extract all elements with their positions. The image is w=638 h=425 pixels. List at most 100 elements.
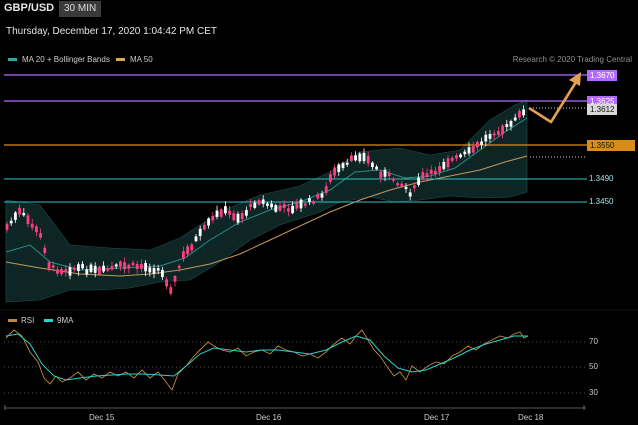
candle-body <box>345 162 349 165</box>
candle-body <box>450 157 454 161</box>
candle-body <box>488 134 492 139</box>
candle-body <box>131 262 135 266</box>
rsi-level-30-label: 30 <box>589 388 598 397</box>
candle-body <box>476 141 479 148</box>
ma50-line <box>5 155 528 277</box>
candle-body <box>438 166 441 173</box>
candle-body <box>156 268 160 271</box>
candle-body <box>144 262 147 272</box>
candle-body <box>324 186 328 193</box>
candle-body <box>316 194 320 199</box>
legend-swatch <box>44 319 53 323</box>
legend-label: 9MA <box>57 316 74 325</box>
legend-swatch <box>8 319 17 323</box>
candle-body <box>249 203 252 207</box>
support-1-label: 1.3490 <box>589 174 614 183</box>
candle-body <box>408 192 412 197</box>
candle-body <box>51 265 55 268</box>
candle-body <box>467 147 471 154</box>
candle-body <box>484 134 488 142</box>
projection-arrow <box>528 81 578 124</box>
candle-body <box>341 162 345 169</box>
candle-body <box>509 120 513 127</box>
resistance-1-label: 1.3625 <box>587 96 618 107</box>
candle-body <box>497 131 500 135</box>
candle-body <box>257 200 261 205</box>
candle-body <box>463 151 467 155</box>
candle-body <box>425 173 429 177</box>
candle-body <box>232 213 236 221</box>
candle-body <box>429 169 433 174</box>
legend-label: RSI <box>21 316 35 325</box>
candle-body <box>135 263 139 270</box>
candle-body <box>413 185 416 189</box>
candle-body <box>140 263 143 269</box>
candle-body <box>337 164 341 172</box>
symbol-title: GBP/USD <box>4 2 55 14</box>
candle-body <box>240 213 244 220</box>
candle-body <box>442 161 446 170</box>
candle-body <box>253 202 257 208</box>
candle-body <box>152 267 156 274</box>
timestamp: Thursday, December 17, 2020 1:04:42 PM C… <box>6 26 218 37</box>
candle-body <box>287 208 290 212</box>
candle-body <box>72 267 76 271</box>
rsi-level-70-label: 70 <box>589 337 598 346</box>
candle-body <box>513 117 517 121</box>
candle-body <box>123 262 126 270</box>
candle-body <box>43 247 47 254</box>
candle-body <box>308 198 311 202</box>
candle-body <box>518 111 521 118</box>
candle-body <box>387 173 391 177</box>
candle-body <box>194 236 198 242</box>
candle-body <box>165 279 168 287</box>
candle-body <box>282 203 286 209</box>
projection-arrowhead <box>569 72 581 86</box>
candle-body <box>22 213 26 216</box>
candle-body <box>35 226 38 233</box>
candle-body <box>274 205 278 212</box>
rsi-ma-line <box>5 333 528 381</box>
candle-body <box>236 213 240 223</box>
candle-body <box>98 266 101 275</box>
candle-body <box>270 203 273 208</box>
date-label-dec-18: Dec 18 <box>518 413 544 422</box>
candle-body <box>224 206 227 214</box>
candle-body <box>215 210 219 217</box>
legend-label: MA 20 + Bollinger Bands <box>22 55 110 64</box>
candle-body <box>421 172 425 179</box>
candle-body <box>295 202 299 209</box>
candle-body <box>471 146 475 153</box>
candle-body <box>375 166 378 170</box>
candle-body <box>89 264 93 273</box>
candle-body <box>119 261 122 267</box>
pivot-label: 1.3550 <box>587 140 635 151</box>
copyright-text: Research © 2020 Trading Central <box>512 55 632 64</box>
candle-body <box>278 205 282 211</box>
candle-body <box>110 265 114 270</box>
candle-body <box>114 264 118 267</box>
candle-body <box>350 155 353 161</box>
legend-swatch <box>116 58 125 62</box>
legend-ma50: MA 50 <box>116 55 153 64</box>
candle-body <box>207 218 210 226</box>
interval-button[interactable]: 30 MIN <box>59 1 102 17</box>
candle-body <box>480 141 483 145</box>
candle-body <box>106 268 110 271</box>
candle-body <box>190 244 194 251</box>
candle-body <box>366 155 370 164</box>
candle-body <box>383 169 387 177</box>
candle-body <box>173 276 177 282</box>
candle-body <box>354 155 357 161</box>
candle-body <box>400 183 404 187</box>
candle-body <box>312 201 315 204</box>
candle-body <box>56 269 59 274</box>
candle-body <box>371 162 374 168</box>
candle-body <box>362 152 366 162</box>
candle-body <box>14 212 17 220</box>
candle-body <box>81 263 84 269</box>
candle-body <box>211 215 215 221</box>
candle-body <box>505 124 509 127</box>
candle-body <box>392 178 395 181</box>
